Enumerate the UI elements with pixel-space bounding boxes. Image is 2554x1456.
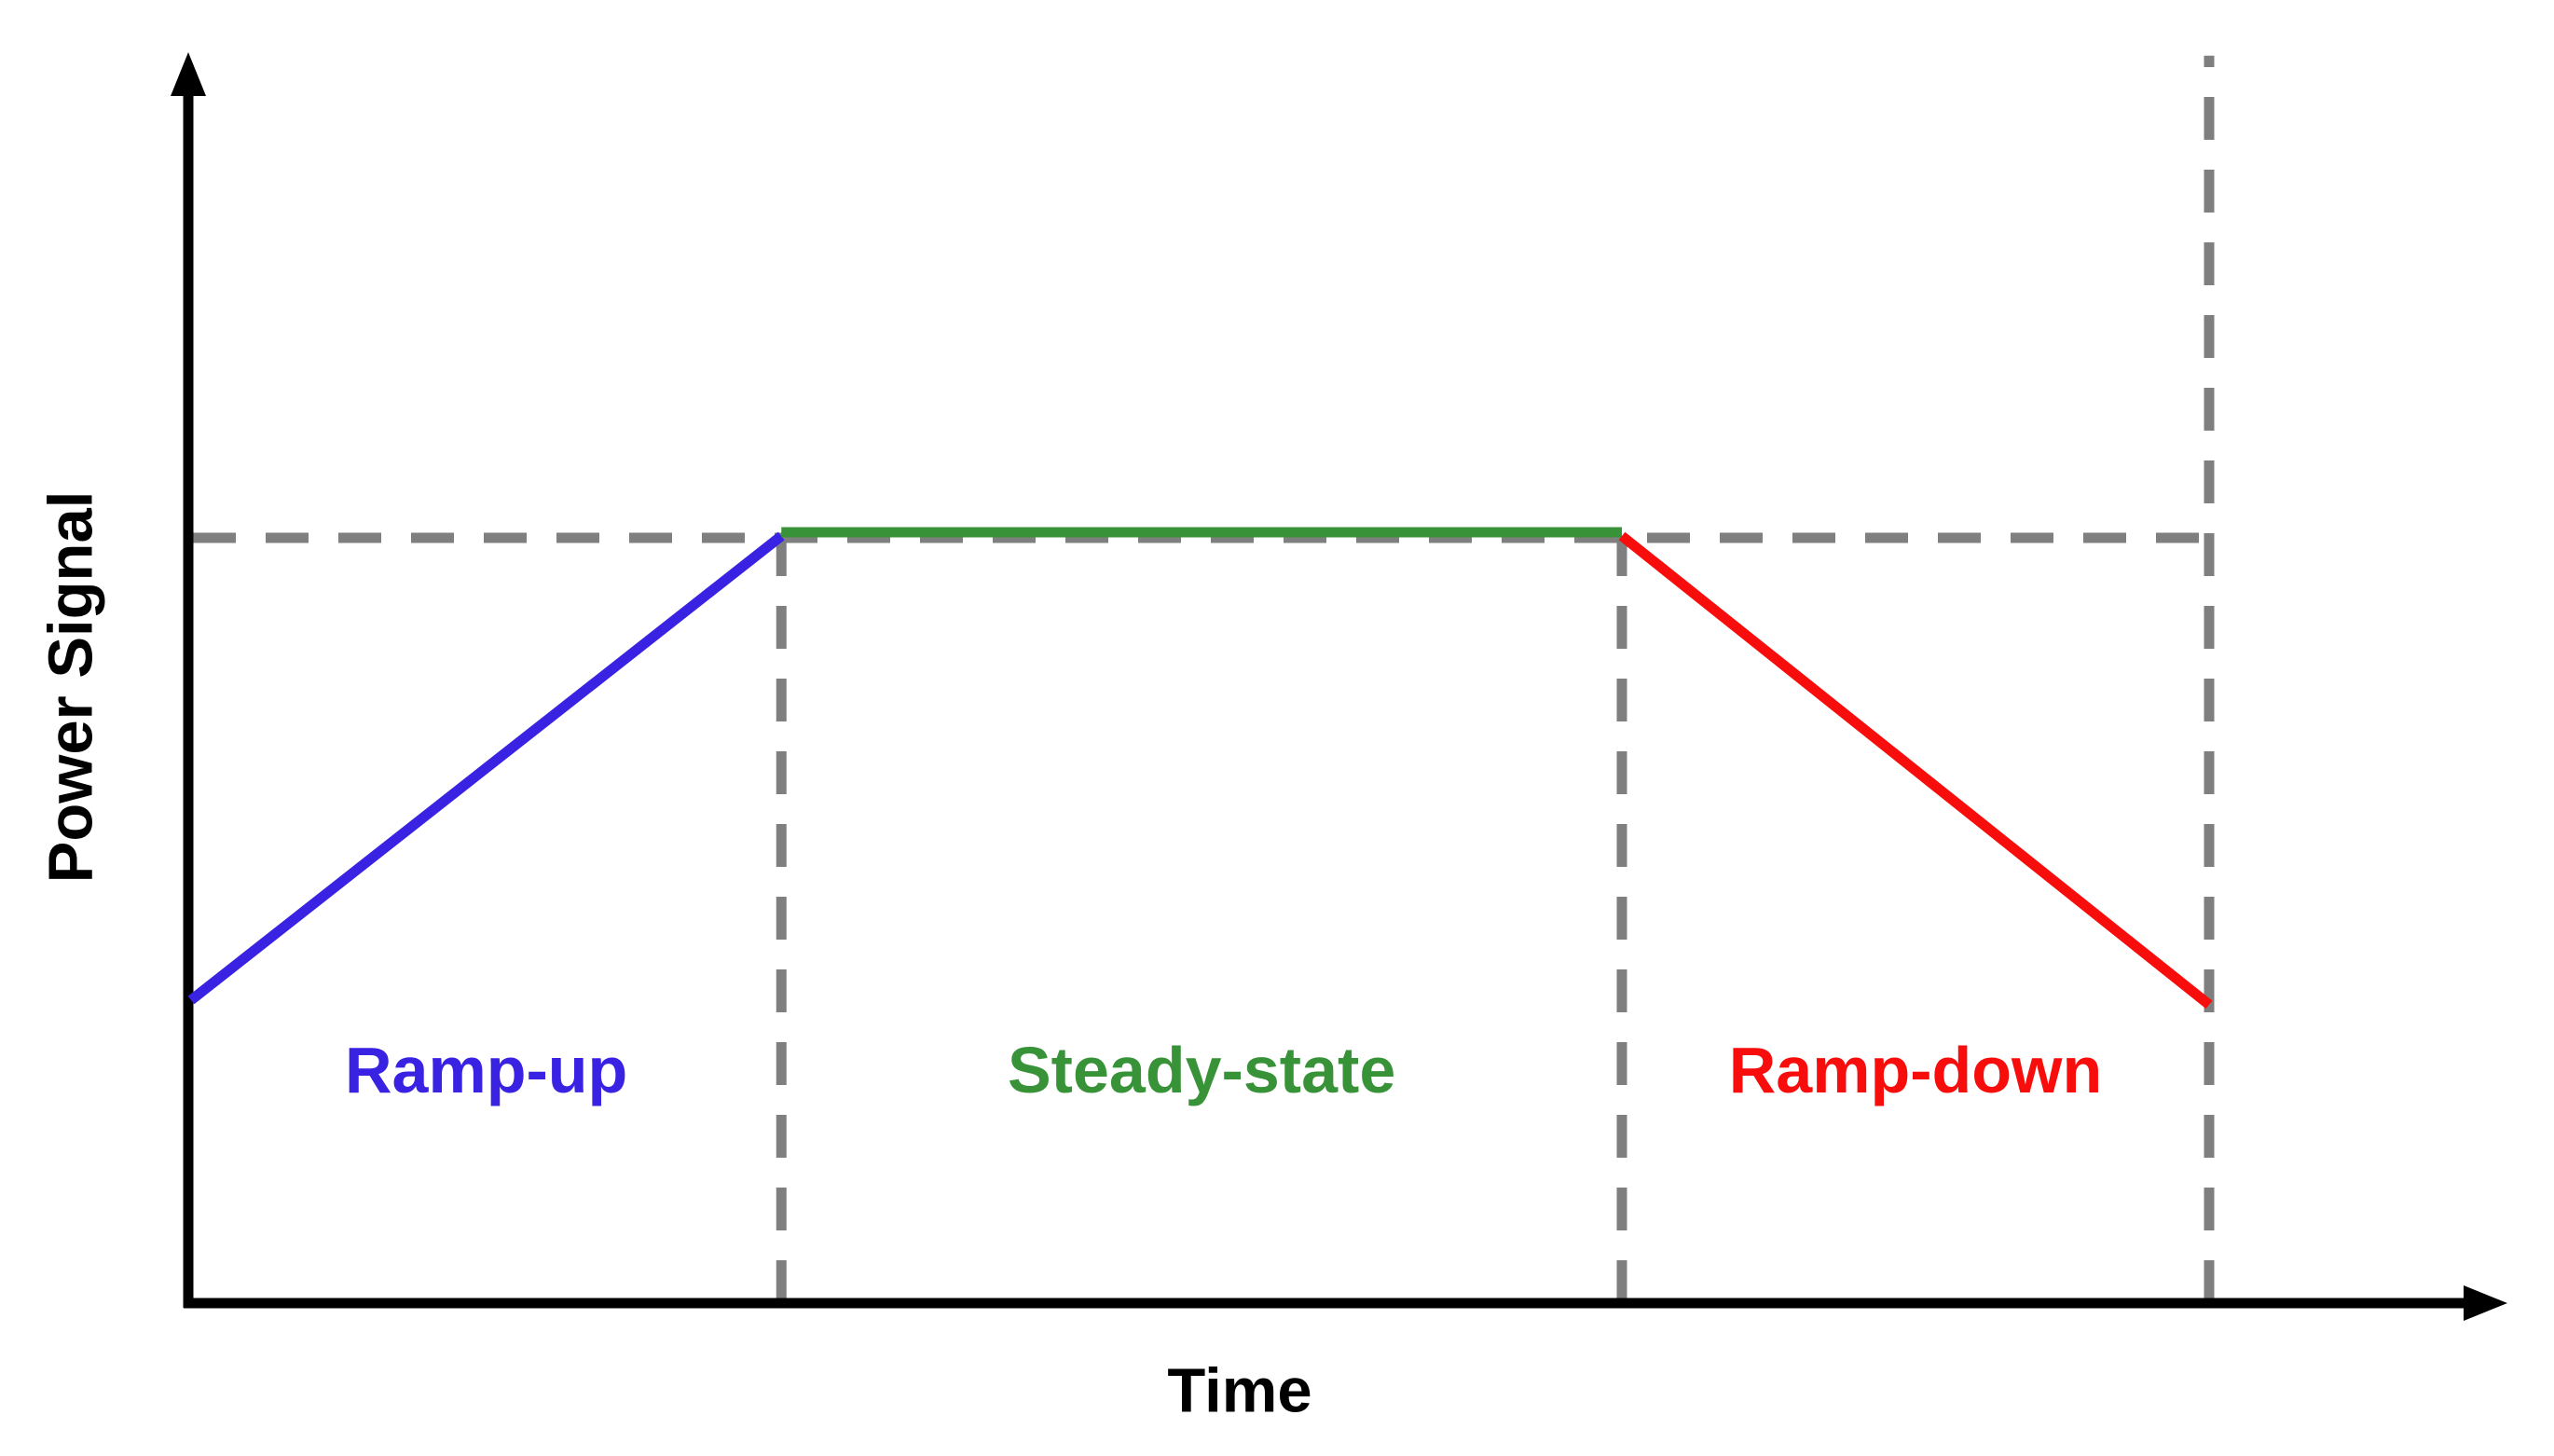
y-axis-arrowhead: [171, 52, 206, 96]
ramp-up-label: Ramp-up: [344, 1034, 628, 1106]
ramp-down-label: Ramp-down: [1728, 1034, 2103, 1106]
steady-state-label: Steady-state: [1007, 1034, 1396, 1106]
x-axis-label: Time: [1167, 1355, 1312, 1426]
ramp-down-line: [1618, 531, 2213, 1010]
y-axis-label: Power Signal: [35, 490, 106, 884]
x-axis-arrowhead: [2464, 1285, 2507, 1321]
ramp-up-line: [187, 531, 785, 1005]
